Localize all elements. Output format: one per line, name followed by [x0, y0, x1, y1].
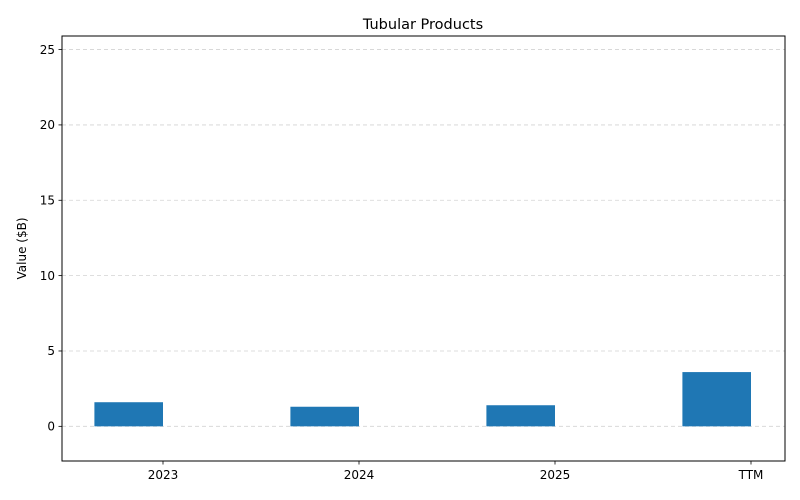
x-tick-label: TTM	[738, 468, 764, 482]
bars	[94, 372, 751, 427]
x-tick-label: 2024	[344, 468, 375, 482]
y-tick-label: 25	[40, 43, 55, 57]
y-tick-label: 20	[40, 118, 55, 132]
bar-2023	[94, 402, 163, 427]
y-axis-label: Value ($B)	[15, 218, 29, 280]
y-tick-label: 10	[40, 269, 55, 283]
grid-lines	[62, 49, 785, 427]
y-tick-label: 0	[47, 420, 55, 434]
x-tick-label: 2023	[148, 468, 179, 482]
x-tick-label: 2025	[540, 468, 571, 482]
y-tick-label: 5	[47, 344, 55, 358]
bar-ttm	[682, 372, 751, 427]
y-axis-ticks: 0 5 10 15 20 25	[40, 43, 62, 434]
y-tick-label: 15	[40, 193, 55, 207]
plot-frame	[61, 35, 786, 462]
bar-2024	[290, 406, 359, 427]
bar-2025	[486, 405, 555, 427]
x-axis-ticks: 2023 2024 2025 TTM	[148, 461, 764, 482]
chart-title: Tubular Products	[362, 17, 483, 33]
